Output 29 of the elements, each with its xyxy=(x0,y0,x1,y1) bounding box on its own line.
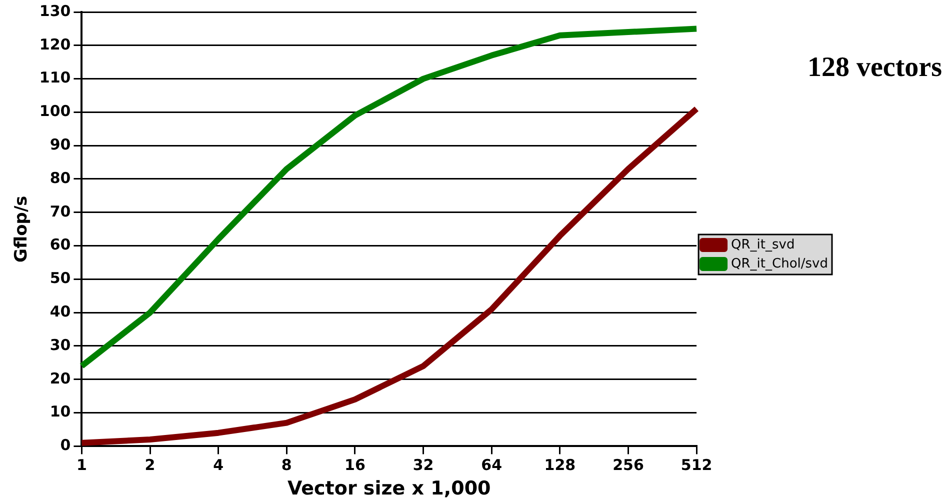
x-tick-label: 8 xyxy=(281,456,292,474)
x-tick-label: 64 xyxy=(481,456,502,474)
y-tick-label: 40 xyxy=(50,302,71,320)
y-tick-label: 130 xyxy=(39,2,71,20)
x-axis-title: Vector size x 1,000 xyxy=(287,478,491,500)
y-axis-title: Gflop/s xyxy=(12,196,32,262)
x-tick-label: 128 xyxy=(544,456,576,474)
y-tick-label: 30 xyxy=(50,336,71,354)
y-tick-label: 0 xyxy=(60,436,71,454)
y-tick-label: 50 xyxy=(50,269,71,288)
y-tick-label: 70 xyxy=(50,202,71,220)
x-tick-label: 2 xyxy=(144,456,156,474)
x-tick-label: 16 xyxy=(344,456,366,474)
x-tick-label: 512 xyxy=(680,456,712,474)
y-tick-label: 10 xyxy=(50,402,71,421)
y-tick-label: 60 xyxy=(50,236,71,254)
x-tick-label: 32 xyxy=(412,456,434,474)
legend-label: QR_it_svd xyxy=(731,237,795,252)
x-tick-label: 256 xyxy=(612,456,644,474)
y-tick-label: 120 xyxy=(39,35,71,54)
y-tick-label: 20 xyxy=(50,369,71,388)
text: 128 vectors xyxy=(807,52,942,84)
legend-label: QR_it_Chol/svd xyxy=(731,256,828,272)
y-tick-label: 110 xyxy=(39,68,71,87)
x-tick-label: 4 xyxy=(213,456,224,474)
x-tick-label: 1 xyxy=(76,456,87,474)
y-tick-label: 100 xyxy=(39,102,71,120)
y-tick-label: 90 xyxy=(50,135,71,154)
y-tick-label: 80 xyxy=(50,168,71,187)
